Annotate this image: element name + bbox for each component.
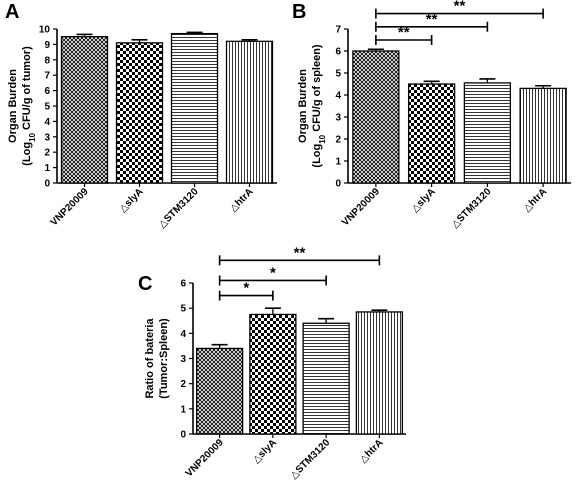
y-axis-label: (Tumor:Spleen)	[158, 318, 170, 399]
y-tick-label: 9	[44, 40, 50, 51]
y-tick-label: 8	[44, 55, 50, 66]
bar-stm3120	[463, 82, 512, 184]
bar-htra	[355, 311, 404, 435]
y-tick-label: 5	[180, 304, 186, 315]
y-tick-label: 5	[44, 102, 50, 113]
y-axis-label: Organ Burden	[7, 69, 19, 143]
panel-letter: C	[138, 273, 152, 295]
x-tick-label: △STM3120	[450, 186, 494, 230]
y-tick-label: 1	[335, 157, 341, 168]
bar-vnp20009	[60, 36, 109, 184]
panel-letter: B	[292, 1, 306, 23]
y-tick-label: 6	[335, 47, 341, 58]
y-tick-label: 2	[335, 135, 341, 146]
panel-letter: A	[5, 1, 19, 23]
bar-slya	[407, 83, 456, 184]
significance-label: **	[398, 24, 410, 41]
y-axis-label: Organ Burden	[297, 69, 309, 143]
y-tick-label: 7	[44, 71, 50, 82]
bar-vnp20009	[352, 50, 400, 184]
y-tick-label: 4	[44, 117, 50, 128]
chart-panel-b: B 0 1 2 3 4 5 6 7 VNP20009 △slyA △STM3120 △htrA ** ** *…	[292, 0, 571, 230]
significance-label: *	[243, 280, 249, 297]
y-tick-label: 4	[335, 91, 341, 102]
y-tick-label: 1	[44, 163, 50, 174]
bar-slya	[249, 313, 297, 435]
y-tick-label: 2	[180, 379, 186, 390]
significance-label: **	[426, 11, 438, 28]
x-tick-label: △slyA	[410, 186, 438, 214]
y-axis-label: Ratio of bateria	[144, 318, 156, 399]
x-tick-label: △htrA	[358, 437, 386, 465]
y-tick-label: 0	[335, 179, 341, 190]
bar-htra	[519, 87, 567, 184]
bar-vnp20009	[195, 347, 244, 435]
y-tick-label: 3	[180, 354, 186, 365]
y-tick-label: 3	[335, 113, 341, 124]
y-tick-label: 6	[44, 86, 50, 97]
y-tick-label: 0	[44, 179, 50, 190]
x-tick-label: △htrA	[228, 186, 256, 214]
y-tick-label: 10	[39, 25, 51, 36]
y-axis-label: (Log10 CFU/g of tumor)	[21, 46, 37, 166]
y-axis-label: (Log10 CFU/g of spleen)	[311, 44, 327, 168]
significance-label: *	[270, 264, 276, 281]
y-tick-label: 5	[335, 69, 341, 80]
bar-stm3120	[302, 322, 350, 435]
bar-stm3120	[170, 32, 219, 184]
x-tick-label: VNP20009	[49, 186, 91, 228]
x-tick-label: VNP20009	[184, 437, 226, 479]
x-tick-label: △slyA	[117, 186, 145, 214]
y-tick-label: 6	[180, 279, 186, 290]
y-tick-label: 4	[180, 329, 186, 340]
y-tick-label: 1	[180, 404, 186, 415]
x-tick-label: △slyA	[251, 437, 279, 465]
significance-label: **	[294, 244, 306, 261]
y-tick-label: 3	[44, 132, 50, 143]
y-tick-label: 7	[335, 25, 341, 36]
significance-label: **	[454, 0, 466, 15]
x-tick-label: △STM3120	[157, 186, 201, 230]
x-tick-label: △STM3120	[288, 437, 332, 481]
bar-htra	[225, 40, 274, 184]
y-tick-label: 2	[44, 148, 50, 159]
x-tick-label: △htrA	[521, 186, 549, 214]
bar-slya	[115, 42, 164, 184]
x-tick-label: VNP20009	[340, 186, 382, 228]
y-tick-label: 0	[180, 430, 186, 441]
chart-panel-a: A 0 1 2 3 4 5 6 7 8 9 10 VNP20009 △slyA △STM3120 △htrA O…	[5, 1, 277, 230]
